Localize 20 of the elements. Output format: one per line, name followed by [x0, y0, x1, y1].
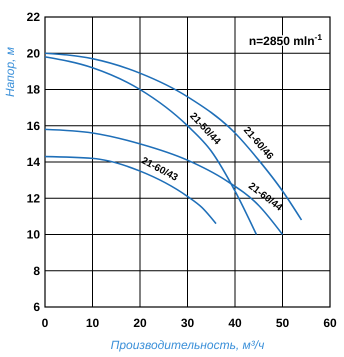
- y-tick-label: 6: [33, 300, 40, 314]
- y-tick-label: 8: [33, 264, 40, 278]
- y-tick-label: 10: [26, 228, 40, 242]
- x-tick-label: 10: [86, 316, 100, 330]
- x-tick-label: 20: [133, 316, 147, 330]
- x-tick-label: 0: [42, 316, 49, 330]
- line-series: [44, 156, 217, 224]
- y-tick-label: 20: [26, 46, 40, 60]
- y-tick-label: 14: [26, 155, 40, 169]
- line-series: [44, 52, 302, 221]
- y-tick-label: 12: [26, 191, 40, 206]
- x-tick-label: 50: [276, 316, 290, 330]
- y-tick-label: 16: [26, 118, 40, 133]
- x-axis-title: Производительность, м³/ч: [110, 338, 264, 352]
- x-tick-label: 30: [180, 316, 194, 330]
- y-tick-label: 18: [26, 82, 40, 96]
- y-tick-label: 22: [26, 10, 40, 24]
- x-tick-label: 60: [323, 316, 337, 330]
- y-axis-title: Напор, м: [3, 46, 17, 98]
- x-tick-label: 40: [228, 316, 242, 330]
